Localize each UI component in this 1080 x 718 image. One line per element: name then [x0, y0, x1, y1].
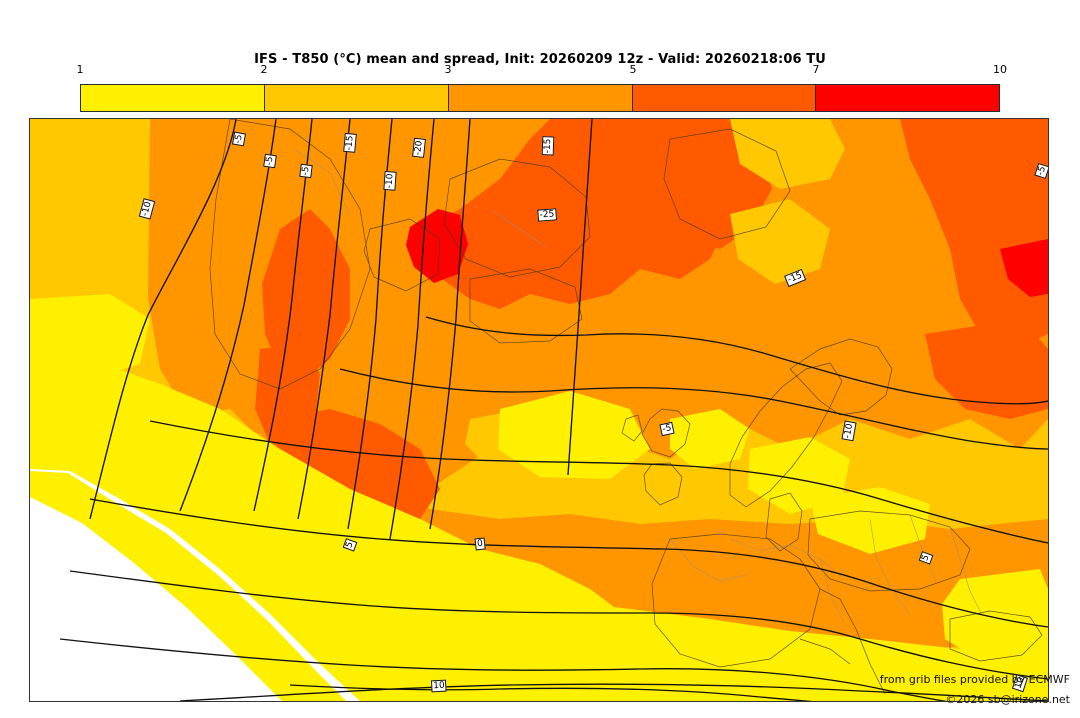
- weather-map[interactable]: -10 -5 -5 -5 -15 -10 -20 -15 -25 -15 -10 -5 -5 0 5 5 10 1…: [29, 118, 1049, 702]
- isotherm-contours: [59, 119, 1048, 701]
- colorbar-segment-2-3: [263, 85, 448, 111]
- colorbar-tick-10: 10: [993, 63, 1007, 76]
- credit-source: from grib files provided by ECMWF: [879, 673, 1070, 686]
- contour-label--15: -15: [541, 136, 555, 156]
- contour-label--25: -25: [537, 208, 557, 222]
- colorbar-tick-1: 1: [76, 63, 84, 76]
- political-borders: [293, 148, 983, 624]
- colorbar-segment-1-2: [81, 85, 264, 111]
- colorbar-segment-3-5: [447, 85, 633, 111]
- colorbar-tick-3: 3: [444, 63, 452, 76]
- contour-label--5: -5: [231, 131, 247, 147]
- colorbar-tick-7: 7: [812, 63, 820, 76]
- spread-shading: [30, 119, 1048, 701]
- coastlines: [209, 119, 1043, 695]
- colorbar-gradient: [80, 84, 1000, 112]
- contour-label--5: -5: [299, 163, 313, 179]
- contour-label--5: -5: [263, 153, 277, 169]
- contour-label-10: 10: [430, 679, 448, 693]
- colorbar: 1 2 3 5 7 10: [77, 63, 1007, 112]
- colorbar-segment-5-7: [632, 85, 816, 111]
- page-title: IFS - T850 (°C) mean and spread, Init: 2…: [254, 52, 826, 67]
- colorbar-tick-2: 2: [260, 63, 268, 76]
- colorbar-segment-7-10: [815, 85, 999, 111]
- contour-label--10: -10: [383, 171, 397, 191]
- contour-label--20: -20: [412, 138, 426, 158]
- credit-copyright: ©2026 sb@irizone.net: [945, 693, 1070, 706]
- contour-label--15: -15: [343, 133, 357, 153]
- colorbar-tick-5: 5: [629, 63, 637, 76]
- contour-label-0: 0: [474, 537, 486, 551]
